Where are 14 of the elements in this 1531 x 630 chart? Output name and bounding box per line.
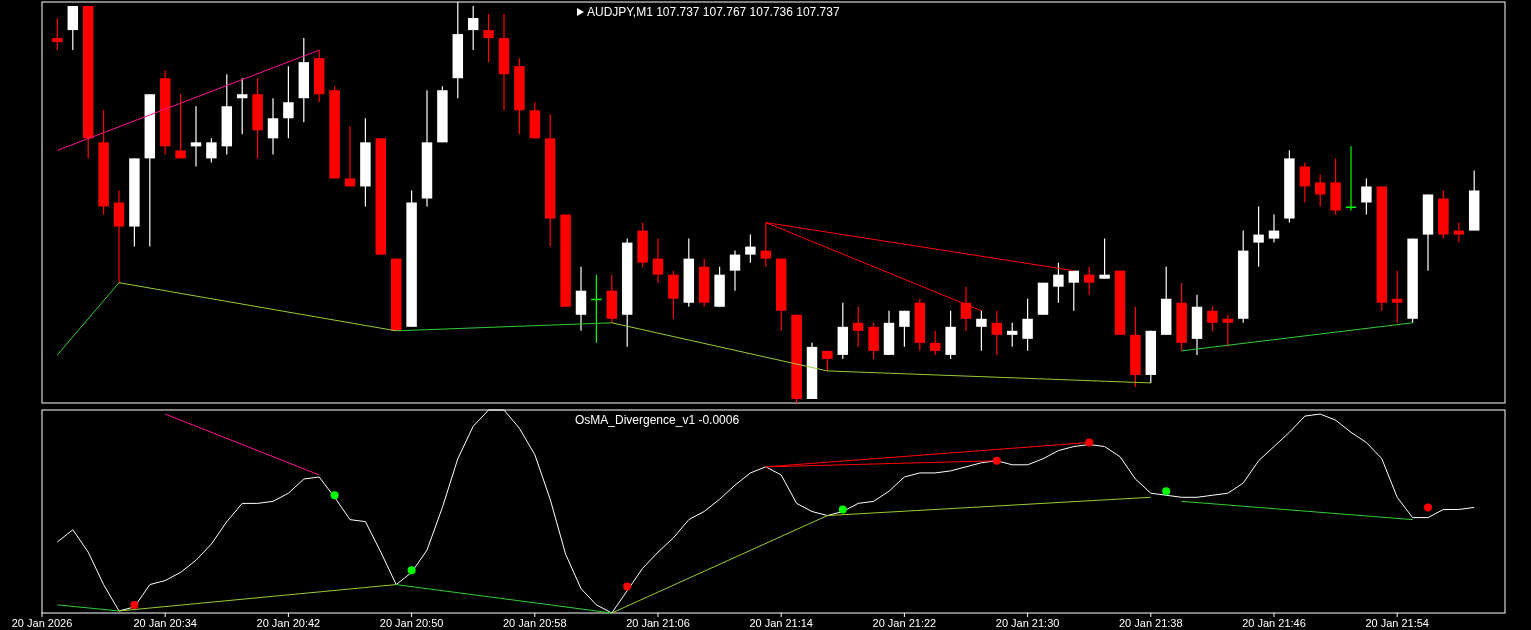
x-tick-label: 20 Jan 20:58 <box>502 617 567 629</box>
chart-title: AUDJPY,M1 107.737 107.767 107.736 107.737 <box>587 5 840 19</box>
x-tick-label: 20 Jan 20:42 <box>256 617 321 629</box>
x-tick-label: 20 Jan 21:22 <box>872 617 937 629</box>
chart-title: OsMA_Divergence_v1 -0.0006 <box>575 413 740 427</box>
x-tick-label: 20 Jan 21:54 <box>1365 617 1430 629</box>
x-tick-label: 20 Jan 20:50 <box>379 617 444 629</box>
x-tick-label: 20 Jan 21:46 <box>1242 617 1306 629</box>
x-tick-label: 20 Jan 20:34 <box>133 617 198 629</box>
x-tick-label: 20 Jan 21:06 <box>626 617 690 629</box>
x-tick-label: 20 Jan 2026 <box>11 617 73 629</box>
x-tick-label: 20 Jan 21:30 <box>995 617 1060 629</box>
x-tick-label: 20 Jan 21:38 <box>1118 617 1183 629</box>
x-tick-label: 20 Jan 21:14 <box>749 617 814 629</box>
